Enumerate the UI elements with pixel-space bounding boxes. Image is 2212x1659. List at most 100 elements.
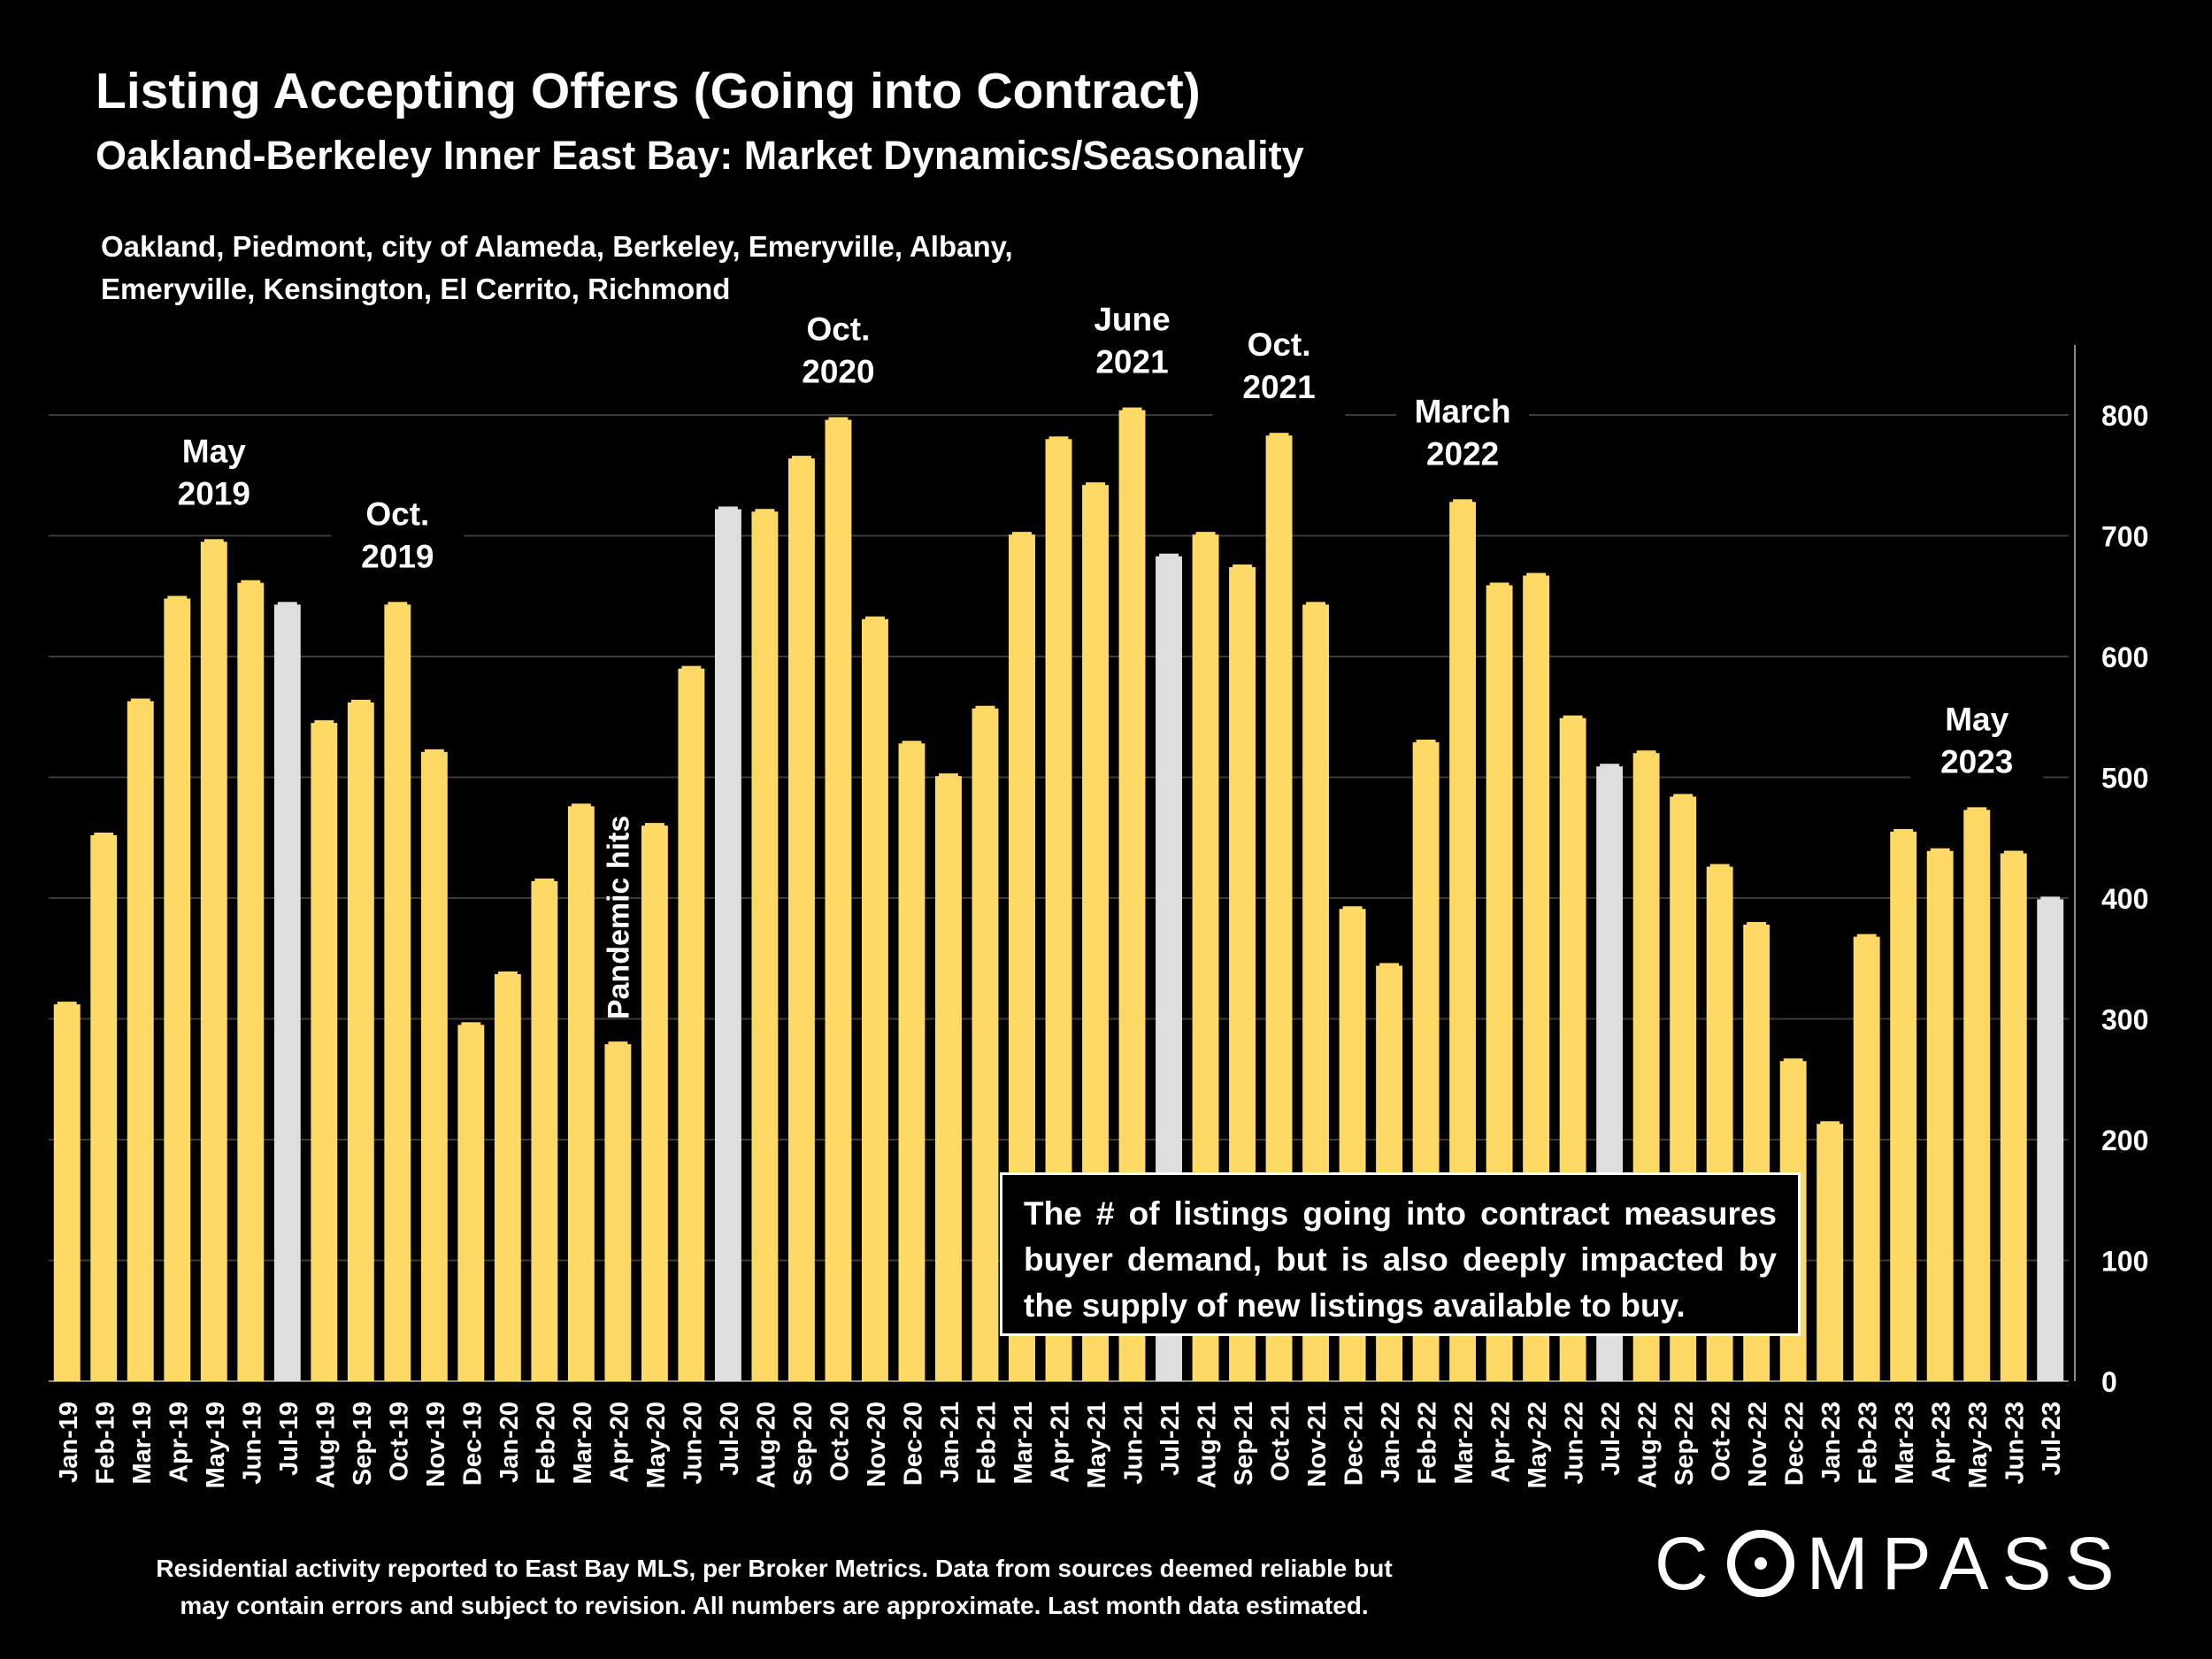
bar — [347, 702, 374, 1381]
bar — [714, 509, 741, 1381]
y-tick-label: 500 — [2101, 763, 2148, 795]
x-tick-label: Apr-19 — [165, 1402, 193, 1483]
bar-cap — [644, 823, 664, 829]
x-tick-label: Oct-22 — [1708, 1402, 1736, 1481]
bar-cap — [1048, 436, 1069, 442]
bar-cap — [681, 665, 702, 672]
annotation-label: Oct. — [806, 311, 870, 347]
bar — [1926, 850, 1954, 1381]
y-tick-label: 600 — [2101, 641, 2148, 673]
bar — [751, 511, 779, 1381]
bar — [641, 826, 668, 1381]
x-tick-label: Apr-23 — [1928, 1402, 1956, 1483]
bar-cap — [1012, 532, 1032, 538]
bar-cap — [1856, 933, 1877, 940]
annotation-label: 2019 — [361, 538, 434, 574]
bar — [420, 751, 448, 1381]
bar-cap — [277, 602, 297, 608]
bar — [237, 582, 265, 1381]
bar — [1890, 831, 1917, 1381]
bar — [1963, 810, 1991, 1381]
x-tick-label: Oct-19 — [385, 1402, 413, 1481]
x-tick-label: Aug-22 — [1634, 1402, 1663, 1488]
bar — [311, 723, 338, 1381]
bar — [531, 880, 558, 1381]
x-tick-label: Dec-19 — [458, 1402, 487, 1486]
x-tick-label: Oct-21 — [1267, 1402, 1295, 1481]
x-tick-label: Jul-21 — [1156, 1402, 1185, 1476]
bar — [127, 701, 154, 1381]
bar-cap — [1233, 564, 1252, 570]
x-tick-label: Feb-20 — [532, 1402, 560, 1484]
x-tick-label: Feb-22 — [1414, 1402, 1442, 1484]
bar-cap — [571, 803, 591, 810]
bar — [567, 806, 595, 1381]
bar-cap — [350, 699, 371, 705]
y-tick-label: 300 — [2101, 1004, 2148, 1036]
bar-cap — [1563, 715, 1583, 721]
bar-cap — [1930, 848, 1950, 854]
annotation-label: 2021 — [1242, 369, 1315, 405]
annotation-bg — [147, 426, 280, 530]
y-tick-label: 0 — [2101, 1366, 2117, 1398]
bar-cap — [57, 1002, 77, 1008]
x-tick-label: Aug-19 — [311, 1402, 340, 1488]
bar — [678, 668, 705, 1381]
y-tick-label: 700 — [2101, 521, 2148, 553]
logo-text-left: C — [1655, 1522, 1722, 1605]
region-note: Oakland, Piedmont, city of Alameda, Berk… — [101, 230, 1013, 305]
footer-line-1: Residential activity reported to East Ba… — [156, 1555, 1393, 1582]
bar-cap — [1820, 1121, 1840, 1127]
x-tick-label: Apr-20 — [605, 1402, 634, 1483]
bar-cap — [791, 456, 811, 462]
x-tick-label: Jan-22 — [1377, 1402, 1405, 1483]
x-tick-label: Sep-21 — [1230, 1402, 1258, 1486]
chart-subtitle: Oakland-Berkeley Inner East Bay: Market … — [96, 133, 1304, 178]
annotation-bg — [1065, 295, 1199, 398]
x-tick-label: Jul-23 — [2038, 1402, 2066, 1476]
annotation-label: Oct. — [365, 495, 429, 532]
bar-cap — [1122, 407, 1142, 413]
bar-cap — [2040, 896, 2061, 902]
bar — [972, 708, 999, 1381]
bar — [604, 1044, 632, 1381]
annotation-label: June — [1094, 302, 1170, 338]
bar-cap — [424, 749, 444, 755]
x-tick-label: Jan-20 — [495, 1402, 524, 1483]
x-tick-label: Mar-23 — [1891, 1402, 1919, 1485]
bar-cap — [534, 878, 555, 884]
bar — [457, 1025, 485, 1381]
x-tick-label: Nov-20 — [863, 1402, 891, 1487]
bar-cap — [939, 773, 958, 780]
bar — [384, 604, 411, 1381]
annotation-bg — [1212, 320, 1346, 424]
compass-logo: C MPASS — [1655, 1526, 2128, 1601]
x-tick-label: Jan-19 — [55, 1402, 83, 1483]
bar — [2037, 899, 2064, 1381]
bar-cap — [718, 506, 738, 512]
x-tick-label: May-21 — [1083, 1402, 1111, 1488]
bar — [862, 618, 888, 1381]
compass-o-icon — [1726, 1530, 1794, 1597]
bar-cap — [1893, 828, 1914, 834]
bar-cap — [1159, 553, 1179, 559]
bar-cap — [608, 1041, 628, 1048]
x-tick-label: Jan-21 — [936, 1402, 964, 1483]
annotation-bg — [331, 489, 465, 593]
x-tick-label: Jul-19 — [275, 1402, 303, 1476]
annotation-label: 2023 — [1940, 743, 2013, 780]
bar — [898, 743, 926, 1381]
bar-cap — [388, 602, 408, 608]
bar-cap — [241, 580, 261, 586]
bar-cap — [1195, 532, 1216, 538]
bar-cap — [1673, 794, 1694, 800]
x-tick-label: May-22 — [1524, 1402, 1552, 1488]
annotation-label: May — [182, 433, 246, 469]
x-tick-label: Sep-20 — [789, 1402, 818, 1486]
bar-cap — [94, 833, 114, 839]
x-tick-label: Sep-19 — [349, 1402, 377, 1486]
x-tick-label: Feb-19 — [91, 1402, 119, 1484]
annotation-label: Pandemic hits — [602, 816, 635, 1020]
bar-cap — [1709, 864, 1730, 870]
annotation-label: 2020 — [802, 353, 874, 389]
